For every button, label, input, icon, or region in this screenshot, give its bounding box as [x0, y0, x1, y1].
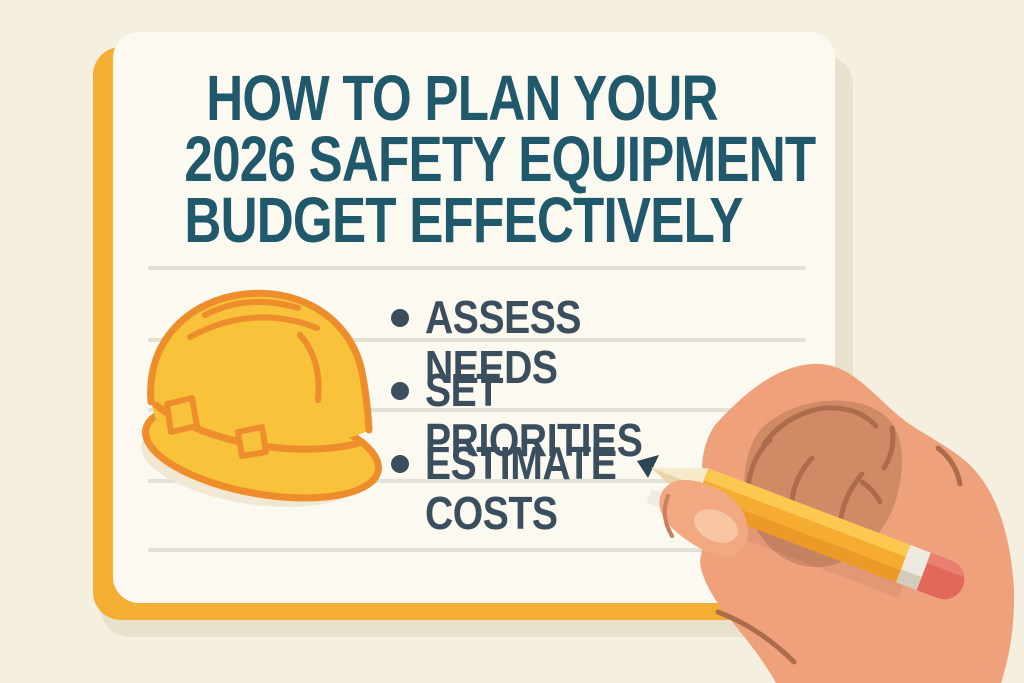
bullet-dot-icon [391, 309, 409, 327]
bullet-dot-icon [391, 382, 409, 400]
list-item: SET PRIORITIES [391, 365, 755, 465]
notebook-rule-line [148, 338, 806, 342]
notebook-rule-line [148, 479, 806, 483]
notebook-rule-line [148, 548, 806, 552]
list-item-label: ASSESS NEEDS [425, 291, 582, 393]
title-line-2: 2026 SAFETY EQUIPMENT [184, 123, 816, 195]
list-item: ESTIMATE COSTS [391, 438, 755, 538]
list-item: ASSESS NEEDS [391, 292, 755, 392]
title-line-3: BUDGET EFFECTIVELY [184, 184, 743, 256]
pencil-ferrule [896, 544, 931, 591]
bullet-dot-icon [391, 455, 409, 473]
notebook-rule-line [148, 266, 806, 270]
list-item-label: ESTIMATE COSTS [425, 437, 617, 539]
list-item-label: SET PRIORITIES [425, 364, 643, 466]
notebook-rule-line [148, 408, 806, 412]
pencil-eraser [916, 552, 965, 600]
title-line-1: HOW TO PLAN YOUR [206, 62, 718, 134]
page-title: HOW TO PLAN YOUR 2026 SAFETY EQUIPMENT B… [115, 62, 816, 256]
